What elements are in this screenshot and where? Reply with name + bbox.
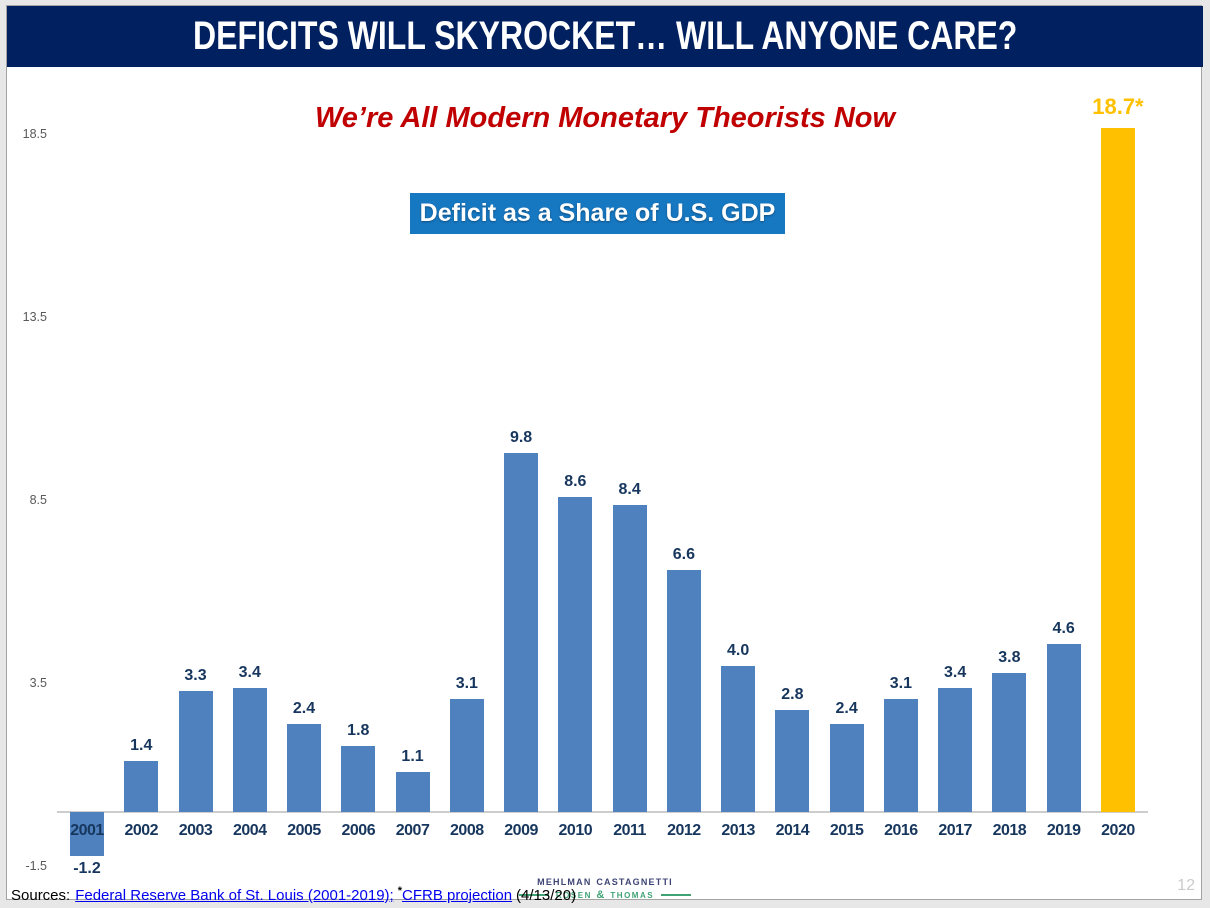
bar-value-label-2002: 1.4 xyxy=(130,736,153,754)
bar-value-label-2015: 2.4 xyxy=(835,700,858,718)
bar-2007 xyxy=(395,771,430,812)
bar-value-label-2019: 4.6 xyxy=(1052,619,1075,637)
y-axis-tick-18.5: 18.5 xyxy=(22,126,47,141)
x-axis-label-2008: 2008 xyxy=(450,822,484,839)
bar-value-label-2008: 3.1 xyxy=(455,674,478,692)
bar-value-label-2001: -1.2 xyxy=(73,859,101,877)
bar-value-label-2017: 3.4 xyxy=(944,663,967,681)
bar-2014 xyxy=(775,709,810,812)
company-logo: Mehlman Castagnetti Rosen & Thomas xyxy=(7,873,1203,901)
x-axis-line xyxy=(57,811,1148,813)
source-link-cfrb[interactable]: CFRB projection xyxy=(402,887,513,904)
x-axis-label-2012: 2012 xyxy=(667,822,701,839)
projection-asterisk: * xyxy=(397,885,402,897)
x-axis-label-2001: 2001 xyxy=(70,822,104,839)
x-axis-label-2004: 2004 xyxy=(232,822,267,839)
bar-value-label-2013: 4.0 xyxy=(726,641,750,659)
chart-title-box: Deficit as a Share of U.S. GDP xyxy=(410,193,785,234)
bar-2017 xyxy=(938,687,973,812)
bar-2001 xyxy=(70,812,104,856)
bar-value-label-2014: 2.8 xyxy=(781,685,804,703)
bar-value-label-2009: 9.8 xyxy=(509,429,533,447)
logo-name: Mehlman Castagnetti xyxy=(537,873,673,888)
bar-2020 xyxy=(1100,127,1135,812)
page-number: 12 xyxy=(1177,877,1195,894)
x-axis-label-2006: 2006 xyxy=(341,822,376,839)
slide: DEFICITS WILL SKYROCKET… WILL ANYONE CAR… xyxy=(6,5,1203,904)
bar-value-label-2003: 3.3 xyxy=(184,667,207,685)
bar-value-label-2010: 8.6 xyxy=(564,473,587,491)
bar-value-label-2018: 3.8 xyxy=(998,648,1021,666)
logo-rule-left xyxy=(518,894,549,896)
slide-subtitle: We’re All Modern Monetary Theorists Now xyxy=(314,102,896,134)
x-axis-label-2003: 2003 xyxy=(178,822,213,839)
y-axis-tick-3.5: 3.5 xyxy=(29,675,47,690)
bar-value-label-2012: 6.6 xyxy=(672,546,695,564)
x-axis-label-2018: 2018 xyxy=(992,822,1027,839)
y-axis-tick--1.5: -1.5 xyxy=(25,858,47,873)
bar-value-label-2004: 3.4 xyxy=(238,663,261,681)
source-date: (4/13/20) xyxy=(516,887,577,904)
x-axis-label-2014: 2014 xyxy=(775,822,810,839)
x-axis-label-2016: 2016 xyxy=(884,822,918,839)
bar-value-label-2007: 1.1 xyxy=(401,747,424,765)
bar-value-label-2005: 2.4 xyxy=(292,700,316,718)
sources-line: Sources: Federal Reserve Bank of St. Loui… xyxy=(11,885,576,904)
x-axis-label-2020: 2020 xyxy=(1101,822,1135,839)
x-axis-label-2011: 2011 xyxy=(613,822,646,839)
bar-2009 xyxy=(504,453,539,812)
sources-label: Sources: xyxy=(11,887,71,904)
bar-chart: 18.5 13.5 8.5 3.5 -1.5 -1.2 2001 1.4 2002 3.3 2003… xyxy=(7,6,1203,901)
bar-2012 xyxy=(666,570,701,812)
logo-subname-row: Rosen & Thomas xyxy=(7,889,1203,901)
bar-2015 xyxy=(829,724,864,812)
bar-2013 xyxy=(721,665,756,812)
x-axis-label-2009: 2009 xyxy=(504,822,538,839)
slide-header-bar: DEFICITS WILL SKYROCKET… WILL ANYONE CAR… xyxy=(7,6,1203,67)
x-axis-label-2002: 2002 xyxy=(124,822,159,839)
bar-2019 xyxy=(1046,643,1081,812)
bar-2010 xyxy=(558,497,593,812)
bar-value-label-2006: 1.8 xyxy=(347,722,370,740)
bar-value-label-2020: 18.7* xyxy=(1092,93,1144,119)
bar-2006 xyxy=(341,746,376,812)
y-axis-tick-8.5: 8.5 xyxy=(29,492,47,507)
bar-2003 xyxy=(178,691,213,812)
logo-rule-right xyxy=(661,894,692,896)
x-axis-label-2010: 2010 xyxy=(558,822,593,839)
bar-2011 xyxy=(612,504,647,812)
x-axis-label-2005: 2005 xyxy=(287,822,321,839)
y-axis-tick-13.5: 13.5 xyxy=(22,309,47,324)
x-axis-label-2019: 2019 xyxy=(1046,822,1081,839)
bar-2018 xyxy=(992,672,1027,812)
bar-2004 xyxy=(232,687,267,812)
slide-title: DEFICITS WILL SKYROCKET… WILL ANYONE CAR… xyxy=(192,14,1018,58)
x-axis-label-2015: 2015 xyxy=(829,822,864,839)
x-axis-label-2007: 2007 xyxy=(395,822,430,839)
logo-subname: Rosen & Thomas xyxy=(555,889,655,901)
bar-2005 xyxy=(287,724,322,812)
bar-value-label-2011: 8.4 xyxy=(618,480,641,498)
chart-title: Deficit as a Share of U.S. GDP xyxy=(419,199,776,227)
source-link-st-louis[interactable]: Federal Reserve Bank of St. Louis (2001-… xyxy=(75,887,394,904)
bar-value-label-2016: 3.1 xyxy=(889,674,913,692)
x-axis-label-2017: 2017 xyxy=(938,822,972,839)
bar-2002 xyxy=(124,760,159,812)
x-axis-label-2013: 2013 xyxy=(721,822,755,839)
bar-2008 xyxy=(449,698,484,812)
bar-2016 xyxy=(883,698,918,812)
